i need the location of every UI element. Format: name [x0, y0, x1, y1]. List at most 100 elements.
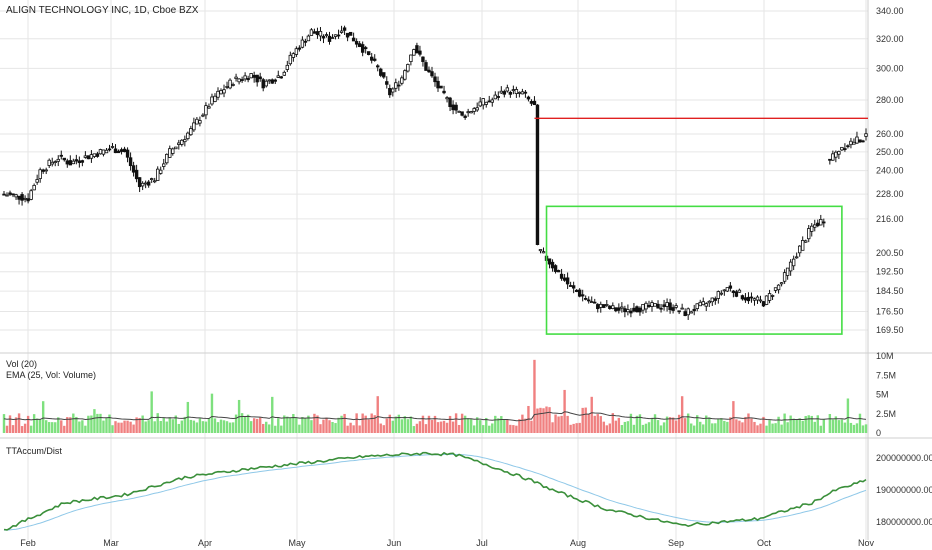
- candle: [788, 259, 793, 276]
- volume-bar: [539, 407, 542, 433]
- volume-bar: [358, 425, 361, 433]
- candle: [710, 297, 714, 306]
- candle: [336, 29, 341, 39]
- volume-bar: [379, 423, 382, 433]
- volume-bar: [768, 420, 771, 433]
- candle: [101, 149, 106, 157]
- volume-bar: [141, 415, 144, 433]
- volume-bar: [343, 413, 346, 433]
- candle: [421, 56, 425, 67]
- volume-bar: [816, 415, 819, 433]
- volume-bar: [741, 422, 744, 433]
- base-highlight-box[interactable]: [545, 205, 843, 335]
- candle: [737, 288, 742, 293]
- candle: [734, 289, 739, 298]
- candle: [593, 298, 597, 304]
- volume-bar: [174, 415, 177, 433]
- candle: [276, 70, 280, 78]
- accum-dist-label[interactable]: TTAccum/Dist: [6, 446, 62, 456]
- volume-bar: [445, 422, 449, 433]
- volume-label[interactable]: Vol (20): [6, 359, 37, 369]
- price-tick-label: 228.00: [876, 189, 904, 199]
- volume-bar: [804, 416, 807, 433]
- volume-bar: [78, 421, 81, 433]
- volume-bar: [283, 415, 286, 433]
- time-tick-label: Mar: [103, 538, 119, 548]
- accum-dist-line: [3, 451, 867, 531]
- volume-bar: [488, 425, 491, 433]
- volume-bar: [813, 421, 816, 433]
- volume-tick-label: 0: [876, 428, 881, 438]
- candle: [864, 128, 868, 141]
- volume-bar: [644, 423, 648, 433]
- candle: [86, 155, 91, 160]
- candle: [439, 85, 443, 89]
- volume-ema-label[interactable]: EMA (25, Vol: Volume): [6, 370, 96, 380]
- candle: [791, 255, 796, 271]
- candle: [379, 67, 383, 78]
- volume-bar: [349, 422, 352, 433]
- volume-bar: [310, 420, 313, 433]
- candle: [511, 85, 516, 95]
- volume-bar: [421, 415, 425, 433]
- candle: [119, 147, 124, 155]
- volume-bar: [617, 417, 621, 433]
- volume-bar: [852, 424, 856, 433]
- candle: [204, 102, 208, 120]
- candle: [553, 264, 558, 274]
- volume-bar: [262, 423, 265, 433]
- volume-bar: [792, 418, 795, 433]
- candle: [8, 190, 12, 196]
- volume-bar: [786, 422, 789, 433]
- volume-bar: [638, 414, 642, 433]
- candle: [65, 158, 69, 168]
- volume-bar: [466, 418, 470, 433]
- volume-bar: [255, 418, 259, 433]
- volume-bar: [506, 419, 509, 433]
- volume-bar: [307, 415, 310, 433]
- volume-bar: [162, 418, 165, 433]
- accum-tick-label: 180000000.00: [876, 517, 932, 527]
- candle: [740, 294, 745, 301]
- volume-bar: [521, 414, 524, 433]
- candle: [373, 54, 377, 62]
- volume-bar: [123, 420, 126, 433]
- volume-bar: [454, 413, 458, 433]
- volume-bar: [777, 416, 780, 433]
- candle: [448, 96, 452, 112]
- candle: [460, 111, 464, 117]
- volume-bar: [268, 424, 271, 433]
- candle: [71, 158, 76, 165]
- candle: [427, 66, 431, 73]
- candle: [855, 131, 859, 144]
- candle: [535, 104, 540, 246]
- volume-bar: [759, 423, 762, 433]
- candle: [44, 167, 48, 175]
- volume-tick-label: 7.5M: [876, 370, 896, 380]
- candle: [801, 236, 805, 251]
- candle: [508, 90, 513, 98]
- volume-bar: [72, 413, 75, 433]
- symbol-title[interactable]: ALIGN TECHNOLOGY INC, 1D, Cboe BZX: [6, 5, 199, 16]
- candle: [653, 303, 657, 307]
- candle: [731, 290, 736, 298]
- volume-bar: [503, 419, 506, 433]
- candle: [56, 155, 60, 167]
- candle: [831, 150, 835, 161]
- volume-bar: [593, 415, 596, 433]
- volume-bar: [750, 418, 753, 433]
- volume-bar: [35, 418, 39, 433]
- candle: [635, 305, 639, 313]
- candle: [520, 88, 525, 95]
- candle: [626, 304, 630, 316]
- candle: [668, 298, 672, 314]
- candle: [213, 93, 217, 103]
- volume-bar: [696, 415, 699, 433]
- volume-bar: [702, 424, 705, 433]
- candle: [752, 297, 757, 306]
- volume-bar: [575, 423, 578, 433]
- candle: [360, 41, 365, 57]
- price-tick-label: 216.00: [876, 214, 904, 224]
- candle: [412, 48, 416, 56]
